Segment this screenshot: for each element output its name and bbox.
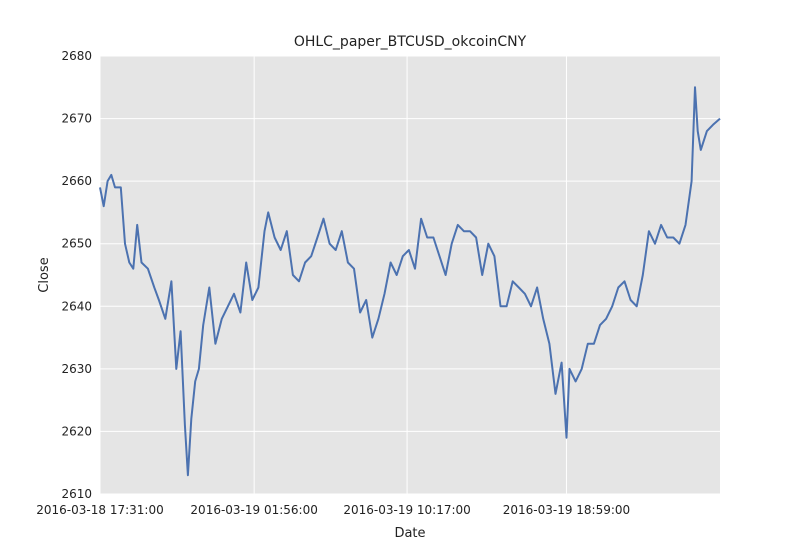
- y-tick-label: 2620: [61, 424, 92, 438]
- y-tick-label: 2630: [61, 362, 92, 376]
- y-tick-label: 2660: [61, 174, 92, 188]
- x-axis-title: Date: [394, 526, 425, 541]
- x-tick-label: 2016-03-19 10:17:00: [343, 503, 470, 517]
- y-tick-label: 2670: [61, 112, 92, 126]
- series-line: [99, 86, 721, 477]
- y-tick-label: 2640: [61, 299, 92, 313]
- grid: [99, 55, 720, 495]
- y-tick-labels: 2610 2620 2630 2640 2650 2660 2670 2680: [61, 49, 92, 501]
- x-tick-label: 2016-03-19 01:56:00: [190, 503, 317, 517]
- plot-area: [100, 56, 720, 494]
- x-tick-labels: 2016-03-18 17:31:00 2016-03-19 01:56:00 20…: [36, 503, 630, 517]
- series-layer: [99, 86, 721, 477]
- chart-title: OHLC_paper_BTCUSD_okcoinCNY: [294, 34, 527, 50]
- y-tick-label: 2650: [61, 237, 92, 251]
- y-tick-label: 2610: [61, 487, 92, 501]
- y-axis-title: Close: [37, 257, 52, 292]
- x-tick-label: 2016-03-19 18:59:00: [503, 503, 630, 517]
- x-tick-label: 2016-03-18 17:31:00: [36, 503, 163, 517]
- y-tick-label: 2680: [61, 49, 92, 63]
